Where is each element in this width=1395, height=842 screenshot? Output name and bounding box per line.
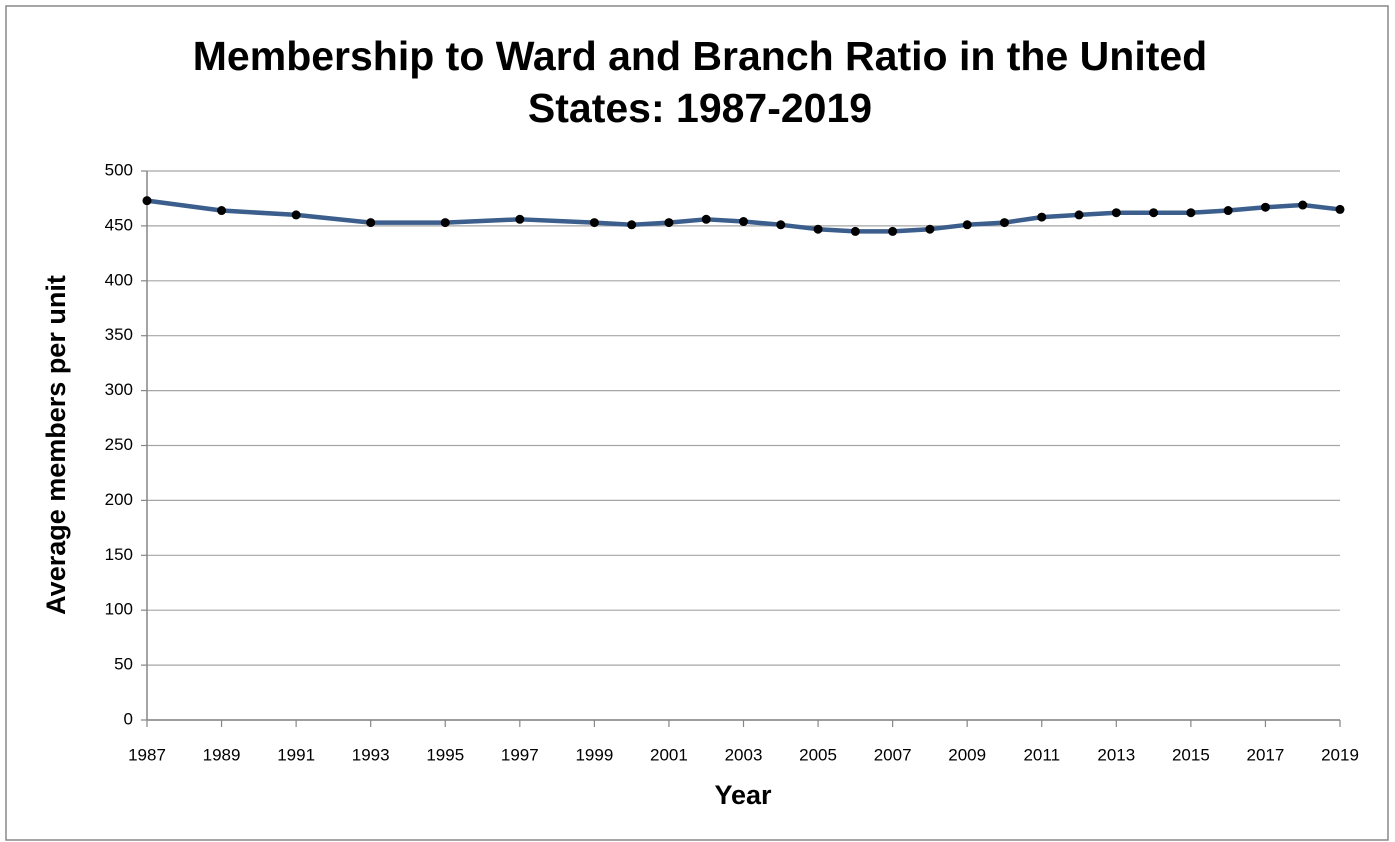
y-tick-label: 150	[105, 545, 133, 564]
data-point	[440, 218, 450, 228]
data-point	[1260, 202, 1270, 212]
data-point	[291, 210, 301, 220]
data-point	[1111, 208, 1121, 218]
x-tick-label: 1987	[128, 745, 166, 764]
x-tick-label: 2003	[725, 745, 763, 764]
chart-title: Membership to Ward and Branch Ratio in t…	[192, 33, 1208, 131]
y-tick-label: 200	[105, 490, 133, 509]
y-tick-label: 300	[105, 380, 133, 399]
x-tick-label: 2011	[1023, 745, 1060, 764]
y-tick-label: 250	[105, 435, 133, 454]
data-point	[925, 224, 935, 234]
data-point	[217, 206, 227, 216]
chart-frame	[5, 5, 1389, 841]
x-tick-label: 1997	[501, 745, 539, 764]
y-tick-label: 350	[105, 325, 133, 344]
data-point	[888, 226, 898, 236]
y-axis-label: Average members per unit	[41, 275, 71, 615]
data-point	[664, 218, 674, 228]
y-tick-label: 0	[124, 709, 133, 728]
x-tick-label: 1999	[575, 745, 613, 764]
x-tick-label: 1989	[203, 745, 241, 764]
y-tick-label: 100	[105, 600, 133, 619]
x-tick-label: 2017	[1247, 745, 1285, 764]
x-tick-label: 2007	[874, 745, 912, 764]
data-point	[366, 218, 376, 228]
data-point	[813, 224, 823, 234]
y-tick-label: 400	[105, 270, 133, 289]
x-tick-label: 1991	[277, 745, 315, 764]
x-tick-label: 2019	[1321, 745, 1359, 764]
data-point	[1335, 204, 1345, 214]
data-point	[1186, 208, 1196, 218]
data-point	[1074, 210, 1084, 220]
data-point	[515, 214, 525, 224]
series-line	[146, 198, 1341, 234]
data-point	[142, 196, 152, 206]
data-point	[776, 220, 786, 230]
x-tick-label: 2001	[650, 745, 688, 764]
data-point	[1149, 208, 1159, 218]
y-tick-label: 50	[114, 655, 133, 674]
data-point	[627, 220, 637, 230]
x-tick-label: 2013	[1097, 745, 1135, 764]
y-tick-label: 450	[105, 215, 133, 234]
data-point	[962, 220, 972, 230]
x-axis-label: Year	[714, 780, 772, 810]
y-tick-label: 500	[105, 160, 133, 179]
data-point	[1298, 200, 1308, 210]
data-point	[999, 218, 1009, 228]
x-tick-label: 2005	[799, 745, 837, 764]
data-point	[739, 217, 748, 227]
x-tick-label: 2009	[948, 745, 986, 764]
data-point	[589, 218, 599, 228]
data-point	[1037, 212, 1047, 222]
data-point	[701, 214, 711, 224]
data-point	[850, 226, 860, 236]
x-tick-label: 1993	[352, 745, 390, 764]
data-point	[1223, 206, 1233, 216]
x-tick-label: 2015	[1172, 745, 1210, 764]
x-tick-label: 1995	[426, 745, 464, 764]
